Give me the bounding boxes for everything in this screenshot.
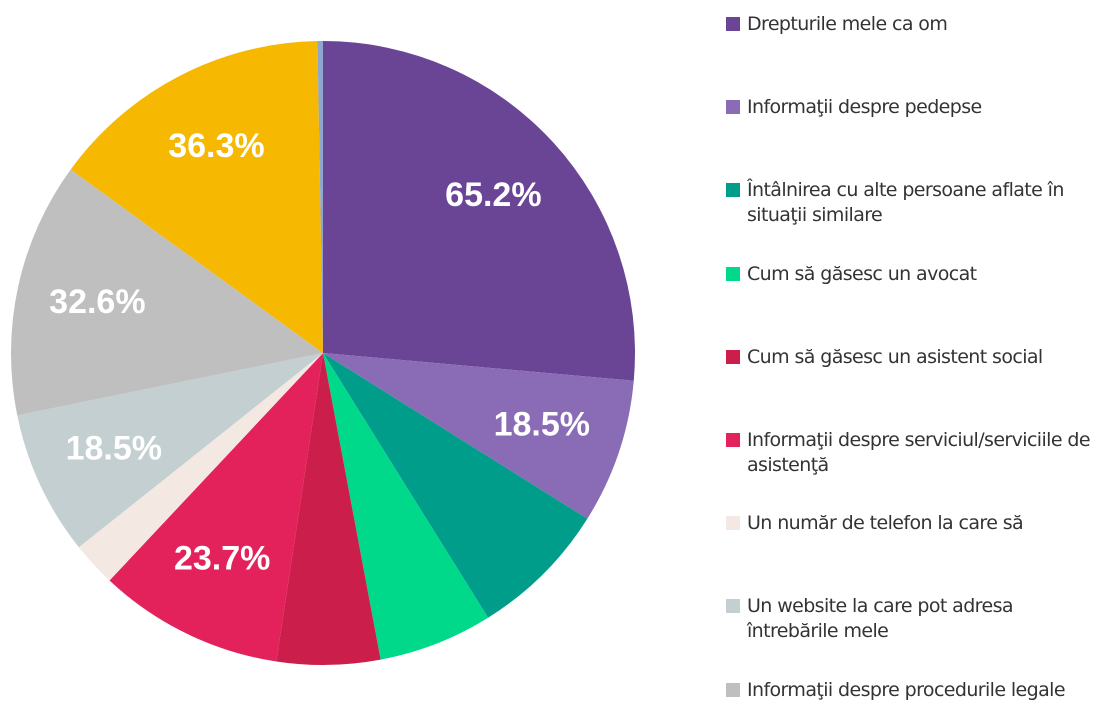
legend-label: Informaţii despre procedurile legale <box>747 678 1066 701</box>
legend-item: Informaţii despre procedurile legale <box>726 678 1118 703</box>
legend-swatch <box>726 100 740 115</box>
data-label: 23.7% <box>174 540 270 578</box>
legend-label: Cum să găsesc un asistent social <box>747 345 1043 368</box>
data-label: 32.6% <box>49 283 145 321</box>
data-label: 18.5% <box>66 430 162 468</box>
pie-slice <box>10 169 323 416</box>
legend-swatch <box>726 682 740 697</box>
legend-label: Un număr de telefon la care să <box>747 512 1024 535</box>
legend-label: Informaţii despre pedepse <box>747 96 982 119</box>
pie-slice <box>109 353 323 662</box>
data-label: 36.3% <box>168 127 264 165</box>
legend-swatch <box>726 183 740 198</box>
pie-chart: 65.2% 18.5% 23.7% 18.5% 32.6% 36.3% <box>10 41 635 665</box>
legend-item: Drepturile mele ca om <box>726 12 1118 37</box>
data-label: 18.5% <box>494 406 590 444</box>
pie-slice <box>17 353 323 548</box>
legend-label: Un website la care pot adresa întrebăril… <box>747 595 1014 643</box>
legend-swatch <box>726 349 740 364</box>
legend-label: Informaţii despre serviciul/serviciile d… <box>747 429 1091 476</box>
pie-slice <box>276 353 381 665</box>
data-label: 65.2% <box>445 176 541 214</box>
pie-slice <box>70 41 323 354</box>
pie-slice <box>323 353 588 618</box>
legend-item: Un număr de telefon la care să <box>726 511 1118 536</box>
legend-label: Întâlnirea cu alte persoane aflate în si… <box>747 179 1064 227</box>
legend-item: Un website la care pot adresa întrebăril… <box>726 594 1118 644</box>
pie-slice <box>78 353 323 581</box>
legend-label: Cum să găsesc un avocat <box>747 262 977 285</box>
pie-slice <box>323 41 635 381</box>
legend-swatch <box>726 599 740 614</box>
legend-label: Drepturile mele ca om <box>747 13 948 35</box>
legend-swatch <box>726 17 740 31</box>
legend-item: Informaţii despre serviciul/serviciile d… <box>726 428 1118 478</box>
legend-item: Cum să găsesc un asistent social <box>726 345 1118 370</box>
legend-item: Informaţii despre pedepse <box>726 95 1118 120</box>
legend-item: Cum să găsesc un avocat <box>726 262 1118 287</box>
legend-item: Întâlnirea cu alte persoane aflate în si… <box>726 178 1118 228</box>
legend-swatch <box>726 266 740 281</box>
pie-slice <box>323 353 634 519</box>
pie-slice <box>317 41 323 353</box>
legend: Drepturile mele ca om Informaţii despre p… <box>726 0 1118 727</box>
pie-slice <box>323 353 489 660</box>
legend-swatch <box>726 433 740 447</box>
legend-swatch <box>726 516 740 531</box>
